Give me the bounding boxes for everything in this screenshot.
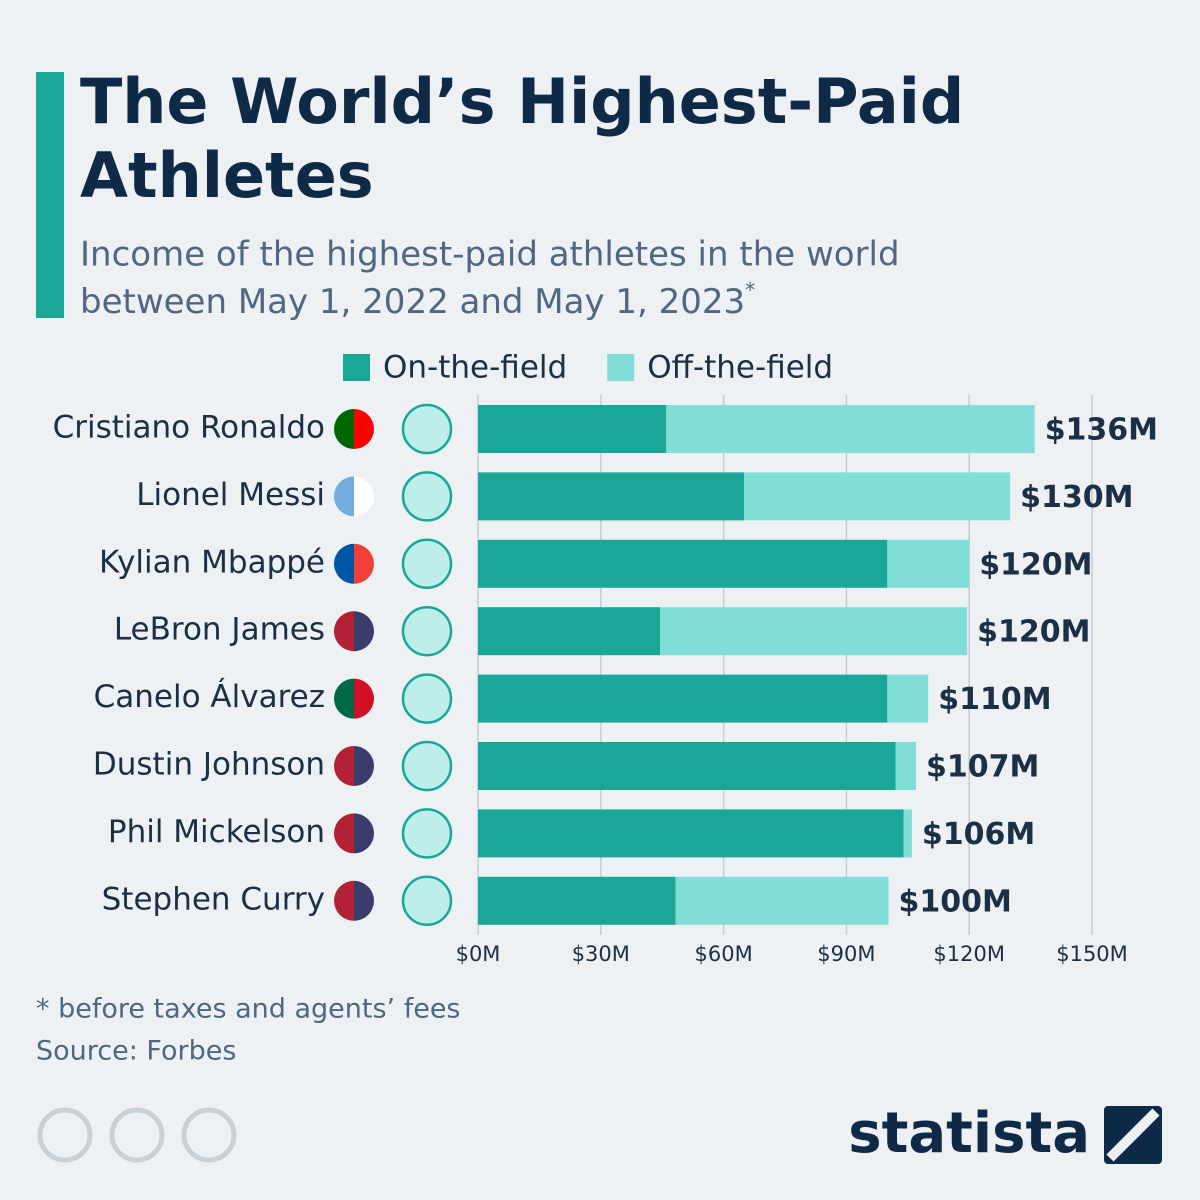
bar-segment <box>887 539 970 588</box>
footnote: * before taxes and agents’ fees <box>36 994 461 1025</box>
flag-right <box>354 409 374 449</box>
flag <box>334 476 375 517</box>
bar-segment <box>660 607 968 656</box>
sport-icon <box>401 808 453 859</box>
flag-right <box>354 543 374 584</box>
total-label: $130M <box>1020 480 1133 515</box>
flag <box>334 409 374 449</box>
source: Source: Forbes <box>36 1036 236 1067</box>
athlete-name: Dustin Johnson <box>93 747 325 783</box>
flag-left <box>334 746 354 786</box>
athlete-name: Stephen Curry <box>102 881 325 917</box>
title-line: The World’s Highest-Paid <box>80 65 964 138</box>
bar-segment <box>478 539 888 588</box>
subtitle-text: between May 1, 2022 and May 1, 2023 <box>80 282 745 322</box>
brand-logo <box>1104 1106 1162 1164</box>
title-line: Athletes <box>80 139 374 212</box>
sport-icon <box>401 605 453 657</box>
flag-right <box>354 476 375 517</box>
flag-left <box>334 813 354 854</box>
bar-segment <box>744 472 1011 521</box>
flag <box>334 611 374 652</box>
total-label: $120M <box>979 547 1092 582</box>
flag-left <box>334 880 354 921</box>
flag-left <box>334 543 354 584</box>
total-label: $107M <box>926 750 1039 785</box>
x-tick-label: $30M <box>572 942 630 966</box>
bar-segment <box>478 876 676 925</box>
flag <box>334 813 374 854</box>
flag-right <box>354 746 374 786</box>
flag <box>334 880 374 921</box>
brand: statista <box>848 1101 1090 1166</box>
x-tick-label: $120M <box>933 942 1005 966</box>
flag-left <box>334 611 354 652</box>
sport-icon <box>401 471 453 522</box>
flag <box>334 746 374 786</box>
flag-left <box>334 476 354 517</box>
sport-icon <box>401 538 453 590</box>
athlete-name: Kylian Mbappé <box>99 544 325 580</box>
bar-segment <box>478 674 888 723</box>
total-label: $100M <box>899 884 1012 919</box>
athlete-name: Lionel Messi <box>136 477 325 513</box>
total-label: $106M <box>922 817 1035 852</box>
flag-right <box>354 880 374 921</box>
bar-segment <box>478 472 745 521</box>
x-tick-label: $0M <box>456 942 501 966</box>
x-tick-label: $150M <box>1056 942 1128 966</box>
athlete-name: Cristiano Ronaldo <box>53 410 325 446</box>
flag-left <box>334 678 354 719</box>
total-label: $120M <box>977 615 1090 650</box>
athlete-name: Phil Mickelson <box>108 814 325 850</box>
subtitle-line: Income of the highest-paid athletes in t… <box>80 235 900 275</box>
flag <box>334 678 374 719</box>
total-label: $136M <box>1045 413 1158 448</box>
bar-segment <box>895 742 916 790</box>
athlete-name: Canelo Álvarez <box>94 679 325 715</box>
bar-segment <box>903 809 912 858</box>
bar-segment <box>887 674 929 723</box>
bar-segment <box>478 742 896 790</box>
flag-left <box>334 409 354 449</box>
bar-segment <box>478 405 667 453</box>
x-tick-label: $90M <box>817 942 875 966</box>
subtitle-mark: * <box>745 278 755 302</box>
license-icons <box>37 1107 237 1163</box>
sport-icon <box>401 403 453 455</box>
sport-icon <box>401 673 453 724</box>
sport-icon <box>401 740 453 792</box>
subtitle-line: between May 1, 2022 and May 1, 2023* <box>80 278 755 322</box>
athlete-name: LeBron James <box>114 612 325 648</box>
sport-icon <box>401 875 453 927</box>
flag <box>334 543 374 584</box>
bar-segment <box>675 876 889 925</box>
legend-swatch <box>343 354 370 381</box>
x-tick-label: $60M <box>694 942 752 966</box>
legend-swatch <box>607 354 635 381</box>
flag-right <box>354 611 374 652</box>
bar-segment <box>666 405 1035 453</box>
flag-right <box>354 678 374 719</box>
flag-right <box>354 813 374 854</box>
accent-bar <box>36 72 64 318</box>
legend-label: Off-the-field <box>647 350 833 386</box>
bar-segment <box>478 809 904 858</box>
bar-segment <box>478 607 661 656</box>
legend-label: On-the-field <box>383 350 567 386</box>
total-label: $110M <box>938 682 1051 717</box>
